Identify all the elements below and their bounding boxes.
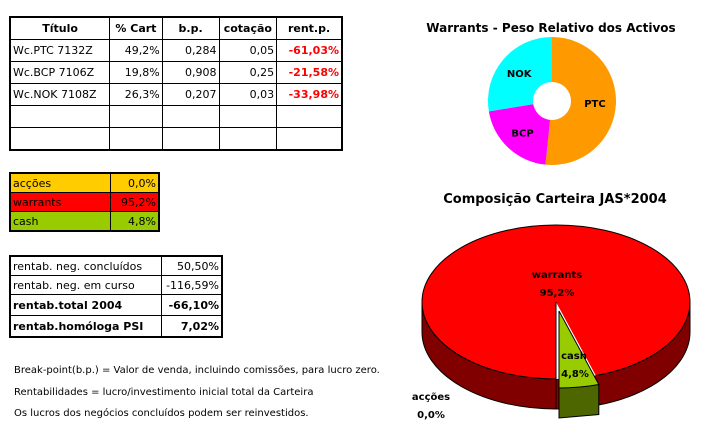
allocation-label: warrants	[9, 192, 111, 212]
returns-row: rentab.total 2004 -66,10%	[9, 294, 223, 316]
cell: 0,207	[161, 83, 220, 106]
returns-label: rentab.homóloga PSI	[9, 315, 162, 338]
pie3d-slice-cash	[558, 310, 600, 389]
empty-cell	[161, 127, 220, 151]
table-row: Wc.PTC 7132Z 49,2% 0,284 0,05 -61,03%	[9, 39, 343, 62]
donut-label: BCP	[511, 128, 533, 139]
allocation-value: 95,2%	[110, 192, 160, 212]
returns-value: 50,50%	[161, 255, 223, 276]
pie3d-side-cash	[558, 383, 600, 419]
donut-slice-nok	[488, 37, 552, 112]
cell: 0,25	[218, 61, 278, 84]
pie3d-title: Composição Carteira JAS*2004	[443, 192, 667, 207]
header-row: Título% Cart b.p. cotação rent.p.	[9, 16, 343, 40]
donut-label: PTC	[584, 99, 606, 110]
cell: -21,58%	[276, 61, 343, 84]
returns-row: rentab.homóloga PSI 7,02%	[9, 315, 223, 338]
empty-row	[9, 105, 343, 128]
table-row: Wc.BCP 7106Z 19,8% 0,908 0,25 -21,58%	[9, 61, 343, 84]
donut-chart: PTC BCP NOK	[488, 37, 617, 165]
empty-cell	[276, 127, 343, 151]
cell: Wc.BCP 7106Z	[9, 61, 111, 84]
donut-title: Warrants - Peso Relativo dos Activos	[426, 21, 675, 35]
pie3d-label-acoes: acções	[412, 392, 450, 403]
note-rentabilidades: Rentabilidades = lucro/investimento inic…	[14, 387, 314, 398]
pie3d-value-acoes: 0,0%	[417, 410, 445, 421]
pie3d-label-cash: cash	[561, 351, 587, 362]
empty-row	[9, 127, 343, 151]
returns-row: rentab. neg. concluídos 50,50%	[9, 255, 223, 276]
allocation-label: cash	[9, 211, 111, 232]
cell: -61,03%	[276, 39, 343, 62]
pie3d-chart: warrants 95,2% cash 4,8% acções 0,0%	[412, 224, 691, 421]
donut-slice-ptc	[545, 37, 617, 165]
note-lucros: Os lucros dos negócios concluídos podem …	[14, 408, 309, 419]
allocation-table: acções 0,0% warrants 95,2% cash 4,8%	[9, 172, 160, 232]
returns-value: 7,02%	[161, 315, 223, 338]
returns-row: rentab. neg. em curso -116,59%	[9, 275, 223, 295]
returns-value: -66,10%	[161, 294, 223, 316]
returns-label: rentab. neg. concluídos	[9, 255, 162, 276]
note-break-point: Break-point(b.p.) = Valor de venda, incl…	[14, 365, 380, 376]
returns-label: rentab.total 2004	[9, 294, 162, 316]
pie3d-label-warrants: warrants	[532, 270, 582, 281]
pie3d-value-cash: 4,8%	[561, 369, 589, 380]
donut-label: NOK	[507, 69, 533, 80]
returns-table: rentab. neg. concluídos 50,50% rentab. neg…	[9, 255, 223, 338]
cell: 0,908	[161, 61, 220, 84]
donut-slice-bcp	[488, 104, 551, 165]
holdings-table: Título% Cart b.p. cotação rent.p. Wc.PTC 713…	[9, 16, 343, 151]
empty-cell	[276, 105, 343, 128]
returns-label: rentab. neg. em curso	[9, 275, 162, 295]
empty-cell	[109, 105, 163, 128]
allocation-row: cash 4,8%	[9, 211, 160, 232]
column-header: rent.p.	[276, 16, 343, 40]
pie3d-value-warrants: 95,2%	[540, 288, 575, 299]
allocation-value: 4,8%	[110, 211, 160, 232]
table-row: Wc.NOK 7108Z 26,3% 0,207 0,03 -33,98%	[9, 83, 343, 106]
allocation-row: acções 0,0%	[9, 172, 160, 193]
column-header: % Cart	[109, 16, 163, 40]
allocation-row: warrants 95,2%	[9, 192, 160, 212]
empty-cell	[109, 127, 163, 151]
column-header: b.p.	[161, 16, 220, 40]
cell: Wc.PTC 7132Z	[9, 39, 111, 62]
empty-cell	[161, 105, 220, 128]
